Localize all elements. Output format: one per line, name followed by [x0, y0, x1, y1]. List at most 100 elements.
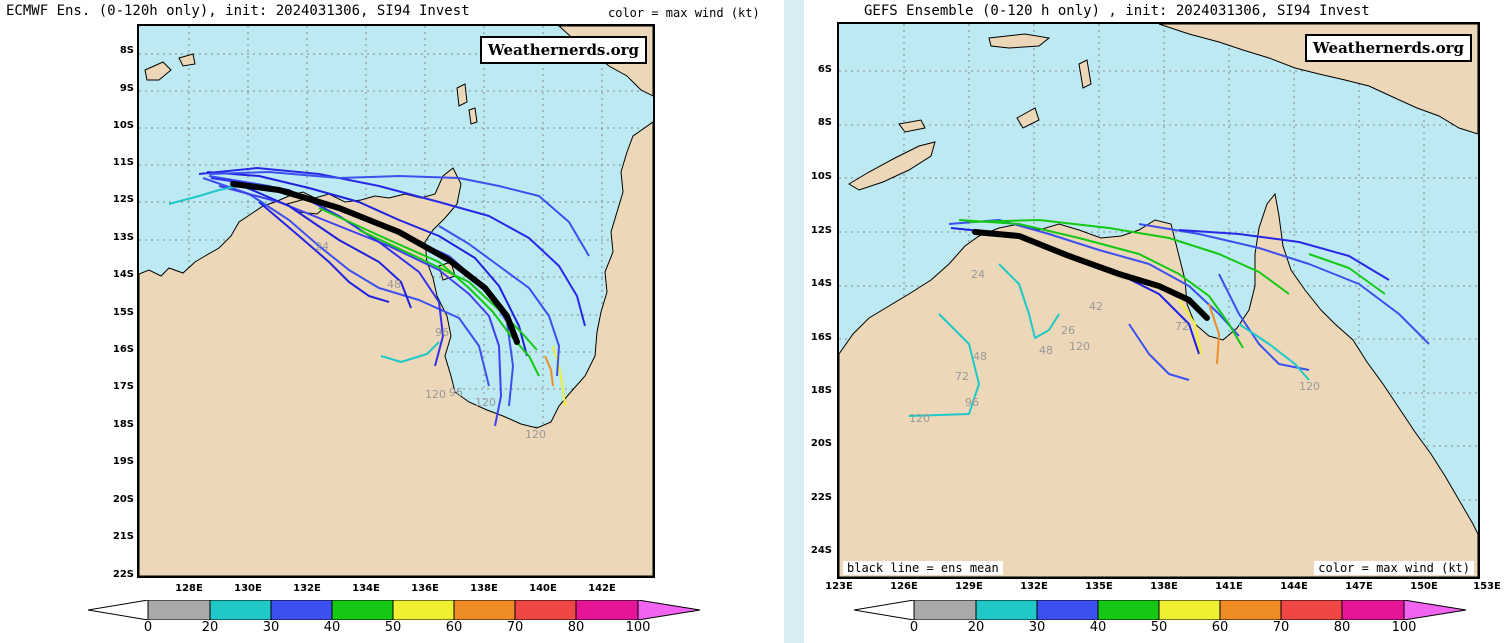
- colorbar-low-arrow: [853, 599, 915, 621]
- colorbar-swatch: [514, 599, 577, 621]
- hour-label: 42: [1089, 300, 1103, 313]
- colorbar-label: 60: [445, 620, 463, 635]
- ecmwf-panel: ECMWF Ens. (0-120h only), init: 20240313…: [0, 0, 784, 643]
- lat-label: 18S: [112, 419, 134, 430]
- lon-label: 132E: [1020, 581, 1048, 592]
- colorbar-high-arrow: [637, 599, 701, 621]
- colorbar-swatch: [1280, 599, 1343, 621]
- colorbar-swatch: [1036, 599, 1099, 621]
- lat-label: 6S: [817, 64, 832, 75]
- lat-label: 16S: [112, 344, 134, 355]
- ensemble-mean-note: black line = ens mean: [843, 561, 1003, 575]
- lon-label: 140E: [529, 583, 557, 594]
- wind-color-note: color = max wind (kt): [1314, 561, 1474, 575]
- colorbar-svg: [853, 599, 1467, 621]
- lat-label: 20S: [810, 438, 832, 449]
- australia-landmass: [839, 192, 1478, 577]
- colorbar-label: 50: [1150, 620, 1168, 635]
- lon-label: 142E: [588, 583, 616, 594]
- ecmwf-hour-labels: 24 48 120 96 120 120 96: [315, 240, 546, 441]
- lat-label: 19S: [112, 456, 134, 467]
- colorbar-swatch: [392, 599, 455, 621]
- hour-label: 72: [1175, 320, 1189, 333]
- lon-label: 123E: [825, 581, 853, 592]
- colorbar-swatch: [1158, 599, 1221, 621]
- hour-label: 24: [971, 268, 985, 281]
- lat-label: 18S: [810, 385, 832, 396]
- colorbar-label: 30: [262, 620, 280, 635]
- seram-island: [988, 33, 1051, 49]
- colorbar-label: 70: [506, 620, 524, 635]
- lat-label: 8S: [119, 45, 134, 56]
- lat-label: 8S: [817, 117, 832, 128]
- ecmwf-wind-legend-note: color = max wind (kt): [608, 6, 760, 20]
- lon-label: 141E: [1215, 581, 1243, 592]
- gefs-track-map: 24 48 72 96 120 48 120 72 120 42 26 Weat…: [837, 22, 1480, 579]
- hour-label: 120: [1299, 380, 1320, 393]
- lat-label: 10S: [112, 120, 134, 131]
- colorbar-svg: [87, 599, 701, 621]
- colorbar-low-arrow: [87, 599, 149, 621]
- lon-label: 136E: [411, 583, 439, 594]
- lat-label: 15S: [112, 307, 134, 318]
- gefs-title: GEFS Ensemble (0-120 h only) , init: 202…: [864, 3, 1370, 19]
- hour-label: 24: [315, 240, 329, 253]
- hour-label: 26: [1061, 324, 1075, 337]
- colorbar-label: 30: [1028, 620, 1046, 635]
- hour-label: 96: [449, 386, 463, 399]
- lat-label: 11S: [112, 157, 134, 168]
- colorbar-swatch: [209, 599, 272, 621]
- hour-label: 48: [1039, 344, 1053, 357]
- gefs-hour-labels: 24 48 72 96 120 48 120 72 120 42 26: [909, 268, 1320, 425]
- ecmwf-ensemble-mean-track: [230, 181, 520, 345]
- colorbar-label: 20: [967, 620, 985, 635]
- aru-islands: [456, 83, 478, 125]
- colorbar-swatch: [975, 599, 1038, 621]
- ecmwf-colorbar: [87, 599, 702, 621]
- lat-label: 14S: [810, 278, 832, 289]
- colorbar-swatch: [270, 599, 333, 621]
- colorbar-label: 0: [143, 620, 153, 635]
- colorbar-label: 60: [1211, 620, 1229, 635]
- weathernerds-logo: Weathernerds.org: [1304, 34, 1472, 62]
- lon-label: 134E: [352, 583, 380, 594]
- colorbar-label: 100: [625, 620, 651, 635]
- lat-label: 9S: [119, 83, 134, 94]
- gefs-ensemble-mean-track: [972, 229, 1210, 321]
- hour-label: 48: [973, 350, 987, 363]
- hour-label: 120: [1069, 340, 1090, 353]
- hour-label: 96: [435, 326, 449, 339]
- colorbar-swatch: [1219, 599, 1282, 621]
- lon-label: 150E: [1410, 581, 1438, 592]
- lon-label: 135E: [1085, 581, 1113, 592]
- tanimbar-islands: [144, 53, 196, 81]
- lon-label: 130E: [234, 583, 262, 594]
- timor-island: [848, 141, 936, 191]
- lon-label: 144E: [1280, 581, 1308, 592]
- gefs-map-svg: 24 48 72 96 120 48 120 72 120 42 26: [839, 24, 1478, 577]
- colorbar-swatch: [453, 599, 516, 621]
- colorbar-label: 40: [323, 620, 341, 635]
- hour-label: 48: [387, 278, 401, 291]
- australia-landmass: [139, 121, 653, 576]
- colorbar-label: 50: [384, 620, 402, 635]
- lon-label: 153E: [1473, 581, 1501, 592]
- colorbar-label: 100: [1391, 620, 1417, 635]
- ecmwf-map-svg: 24 48 120 96 120 120 96: [139, 26, 653, 576]
- lon-label: 138E: [470, 583, 498, 594]
- lat-label: 24S: [810, 545, 832, 556]
- gefs-member-tracks: [908, 219, 1430, 417]
- lat-label: 13S: [112, 232, 134, 243]
- ecmwf-title: ECMWF Ens. (0-120h only), init: 20240313…: [6, 3, 470, 19]
- colorbar-swatch: [1341, 599, 1405, 621]
- ecmwf-track-map: 24 48 120 96 120 120 96 Weathernerds.org: [137, 24, 655, 578]
- hour-label: 120: [425, 388, 446, 401]
- colorbar-swatch: [147, 599, 211, 621]
- lat-label: 20S: [112, 494, 134, 505]
- colorbar-swatch: [1097, 599, 1160, 621]
- colorbar-label: 20: [201, 620, 219, 635]
- lat-label: 21S: [112, 531, 134, 542]
- wetar-island: [898, 119, 926, 133]
- colorbar-label: 0: [909, 620, 919, 635]
- colorbar-high-arrow: [1403, 599, 1467, 621]
